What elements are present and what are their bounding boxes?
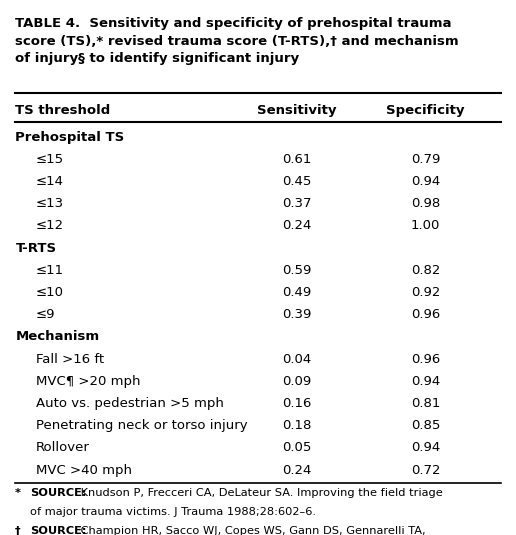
Text: 0.24: 0.24 bbox=[282, 463, 311, 477]
Text: 0.98: 0.98 bbox=[411, 197, 440, 210]
Text: MVC >40 mph: MVC >40 mph bbox=[36, 463, 132, 477]
Text: T-RTS: T-RTS bbox=[15, 242, 57, 255]
Text: of major trauma victims. J Trauma 1988;28:602–6.: of major trauma victims. J Trauma 1988;2… bbox=[30, 507, 316, 517]
Text: 0.94: 0.94 bbox=[411, 441, 440, 454]
Text: ≤12: ≤12 bbox=[36, 219, 64, 232]
Text: ≤14: ≤14 bbox=[36, 175, 64, 188]
Text: Fall >16 ft: Fall >16 ft bbox=[36, 353, 104, 365]
Text: 0.24: 0.24 bbox=[282, 219, 311, 232]
Text: 0.82: 0.82 bbox=[411, 264, 440, 277]
Text: Sensitivity: Sensitivity bbox=[257, 104, 336, 117]
Text: SOURCE:: SOURCE: bbox=[30, 526, 86, 535]
Text: Rollover: Rollover bbox=[36, 441, 90, 454]
Text: 0.45: 0.45 bbox=[282, 175, 311, 188]
Text: 0.18: 0.18 bbox=[282, 419, 311, 432]
Text: 0.96: 0.96 bbox=[411, 308, 440, 321]
Text: ≤10: ≤10 bbox=[36, 286, 64, 299]
Text: Auto vs. pedestrian >5 mph: Auto vs. pedestrian >5 mph bbox=[36, 397, 224, 410]
Text: 0.39: 0.39 bbox=[282, 308, 311, 321]
Text: 0.59: 0.59 bbox=[282, 264, 311, 277]
Text: 0.79: 0.79 bbox=[411, 153, 440, 166]
Text: 0.05: 0.05 bbox=[282, 441, 311, 454]
Text: 0.16: 0.16 bbox=[282, 397, 311, 410]
Text: *: * bbox=[15, 488, 25, 498]
Text: Prehospital TS: Prehospital TS bbox=[15, 131, 125, 143]
Text: Mechanism: Mechanism bbox=[15, 330, 100, 343]
Text: TS threshold: TS threshold bbox=[15, 104, 111, 117]
Text: 0.61: 0.61 bbox=[282, 153, 311, 166]
Text: †: † bbox=[15, 526, 25, 535]
Text: ≤13: ≤13 bbox=[36, 197, 64, 210]
Text: 0.92: 0.92 bbox=[411, 286, 440, 299]
Text: 0.04: 0.04 bbox=[282, 353, 311, 365]
Text: Penetrating neck or torso injury: Penetrating neck or torso injury bbox=[36, 419, 248, 432]
Text: TABLE 4.  Sensitivity and specificity of prehospital trauma
score (TS),* revised: TABLE 4. Sensitivity and specificity of … bbox=[15, 17, 459, 65]
Text: 0.94: 0.94 bbox=[411, 175, 440, 188]
Text: ≤15: ≤15 bbox=[36, 153, 64, 166]
Text: Specificity: Specificity bbox=[386, 104, 465, 117]
Text: Champion HR, Sacco WJ, Copes WS, Gann DS, Gennarelli TA,: Champion HR, Sacco WJ, Copes WS, Gann DS… bbox=[77, 526, 426, 535]
Text: 0.49: 0.49 bbox=[282, 286, 311, 299]
Text: ≤11: ≤11 bbox=[36, 264, 64, 277]
Text: SOURCE:: SOURCE: bbox=[30, 488, 86, 498]
Text: ≤9: ≤9 bbox=[36, 308, 56, 321]
Text: 0.96: 0.96 bbox=[411, 353, 440, 365]
Text: 0.09: 0.09 bbox=[282, 374, 311, 388]
Text: 0.72: 0.72 bbox=[411, 463, 441, 477]
Text: 0.85: 0.85 bbox=[411, 419, 440, 432]
Text: MVC¶ >20 mph: MVC¶ >20 mph bbox=[36, 374, 141, 388]
Text: 0.81: 0.81 bbox=[411, 397, 440, 410]
Text: 0.94: 0.94 bbox=[411, 374, 440, 388]
Text: 1.00: 1.00 bbox=[411, 219, 440, 232]
Text: 0.37: 0.37 bbox=[282, 197, 312, 210]
Text: Knudson P, Frecceri CA, DeLateur SA. Improving the field triage: Knudson P, Frecceri CA, DeLateur SA. Imp… bbox=[77, 488, 443, 498]
